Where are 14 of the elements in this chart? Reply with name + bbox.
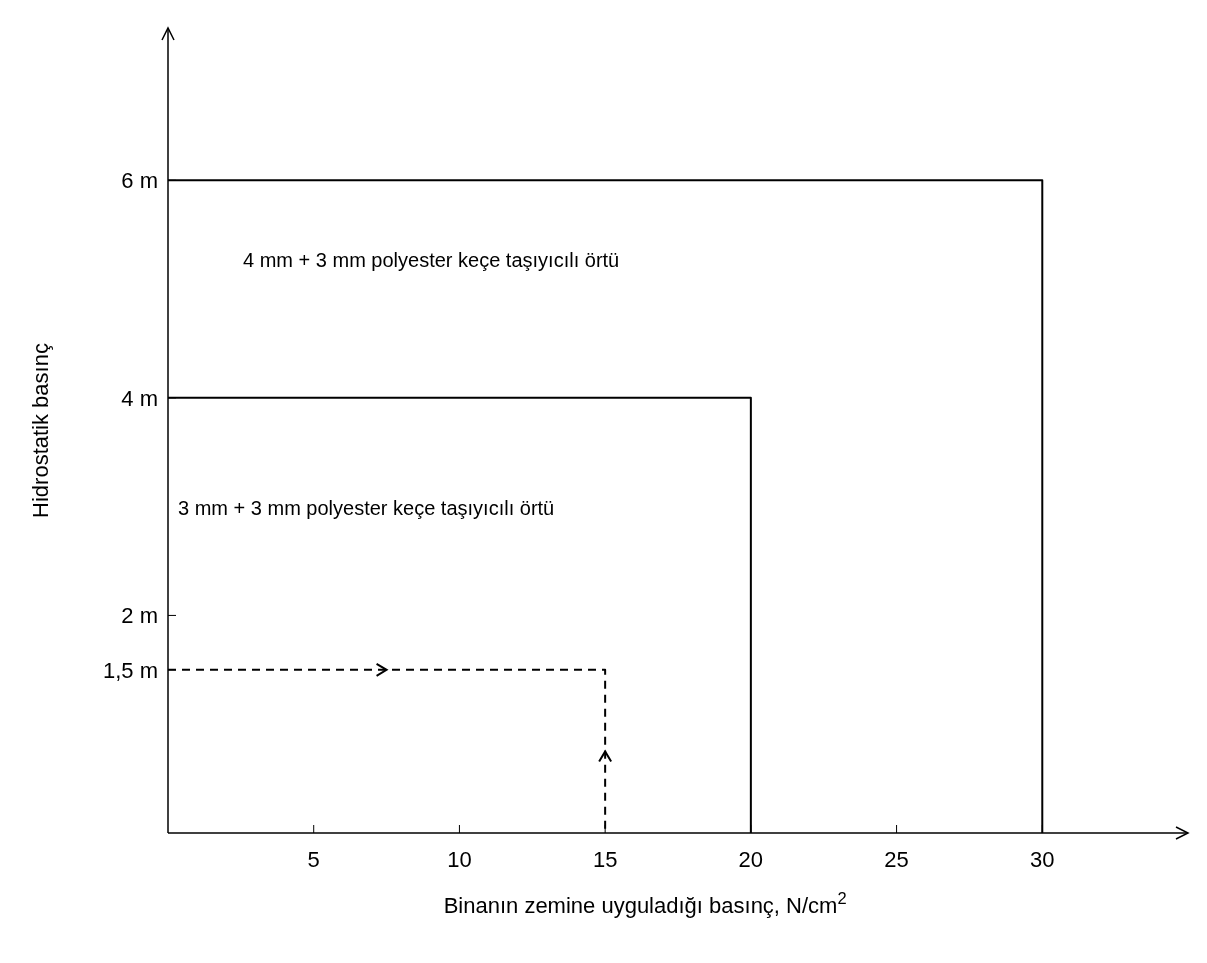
x-tick-label: 15 — [592, 847, 618, 872]
x-axis-title: Binanın zemine uyguladığı basınç, N/cm$^{2}$ — [443, 889, 847, 918]
y-axis-title: Hidrostatik basınç — [28, 343, 53, 518]
x-tick-label: 20 — [738, 847, 764, 872]
x-tick-label: 30 — [1030, 847, 1055, 872]
annotation: 4 mm + 3 mm polyester keçe taşıyıcılı örtü — [243, 249, 620, 272]
x-tick-label: 5 — [307, 847, 320, 872]
x-tick-label: 25 — [884, 847, 909, 872]
y-tick-label: 6 m — [121, 168, 158, 193]
x-tick-label: 10 — [447, 847, 472, 872]
y-tick-label: 1,5 m — [102, 657, 158, 683]
annotation: 3 mm + 3 mm polyester keçe taşıyıcılı örtü — [178, 497, 555, 520]
y-tick-label: 2 m — [121, 603, 158, 629]
y-tick-label: 4 m — [121, 385, 158, 411]
